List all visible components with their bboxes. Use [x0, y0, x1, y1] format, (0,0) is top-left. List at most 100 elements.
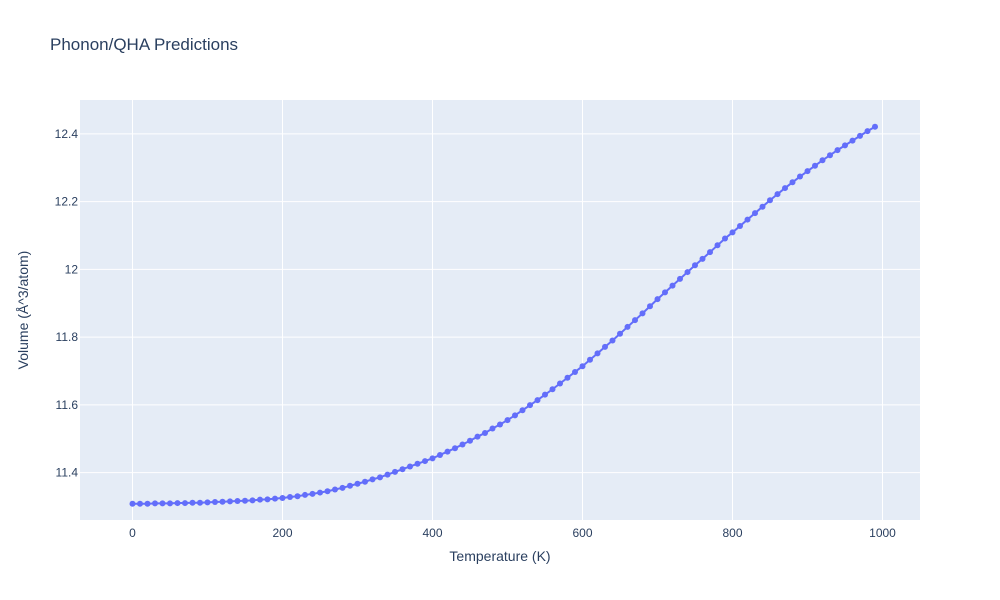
data-point[interactable] [429, 455, 436, 462]
data-point[interactable] [827, 152, 833, 159]
data-point[interactable] [324, 488, 331, 495]
data-point[interactable] [354, 480, 361, 487]
data-point[interactable] [189, 499, 196, 506]
data-point[interactable] [782, 185, 788, 192]
data-point[interactable] [684, 269, 691, 276]
data-point[interactable] [219, 498, 226, 505]
data-point[interactable] [474, 433, 481, 440]
data-point[interactable] [789, 179, 796, 186]
data-point[interactable] [639, 310, 646, 317]
data-point[interactable] [654, 296, 661, 303]
data-point[interactable] [849, 137, 856, 144]
data-point[interactable] [624, 323, 631, 330]
data-point[interactable] [137, 500, 143, 507]
data-point[interactable] [264, 496, 271, 503]
data-point[interactable] [842, 142, 848, 149]
data-point[interactable] [714, 242, 721, 249]
data-point[interactable] [182, 500, 188, 507]
data-point[interactable] [317, 489, 323, 496]
data-point[interactable] [399, 466, 406, 473]
data-point[interactable] [249, 497, 256, 504]
data-point[interactable] [759, 203, 766, 210]
data-point[interactable] [369, 476, 376, 483]
data-point[interactable] [467, 437, 473, 444]
data-point[interactable] [159, 500, 166, 507]
data-point[interactable] [527, 402, 533, 409]
data-point[interactable] [377, 474, 383, 481]
data-point[interactable] [459, 441, 466, 448]
data-point[interactable] [677, 275, 683, 282]
data-point[interactable] [744, 216, 751, 223]
data-point[interactable] [504, 417, 511, 424]
data-point[interactable] [804, 168, 811, 175]
data-point[interactable] [519, 407, 526, 414]
data-point[interactable] [692, 262, 698, 269]
data-point[interactable] [587, 356, 593, 363]
data-point[interactable] [767, 197, 773, 204]
data-point[interactable] [489, 425, 496, 432]
data-point[interactable] [362, 478, 368, 485]
data-point[interactable] [497, 421, 503, 428]
data-point[interactable] [534, 397, 541, 404]
data-point[interactable] [407, 463, 413, 470]
data-point[interactable] [414, 460, 421, 467]
data-point[interactable] [864, 128, 871, 135]
data-point[interactable] [129, 500, 136, 507]
data-point[interactable] [197, 499, 203, 506]
data-point[interactable] [579, 363, 586, 370]
data-point[interactable] [669, 282, 676, 289]
data-point[interactable] [287, 493, 293, 500]
data-point[interactable] [167, 500, 173, 507]
data-point[interactable] [234, 498, 241, 505]
data-point[interactable] [302, 491, 308, 498]
data-point[interactable] [812, 162, 818, 169]
data-point[interactable] [279, 494, 286, 501]
data-point[interactable] [384, 471, 391, 478]
data-point[interactable] [392, 468, 398, 475]
data-point[interactable] [872, 123, 878, 130]
data-point[interactable] [332, 486, 338, 493]
data-point[interactable] [482, 429, 488, 436]
data-point[interactable] [737, 223, 743, 229]
data-point[interactable] [152, 500, 158, 507]
data-point[interactable] [797, 173, 803, 180]
data-point[interactable] [294, 493, 301, 500]
data-point[interactable] [572, 368, 578, 375]
data-point[interactable] [662, 289, 668, 296]
data-point[interactable] [542, 391, 548, 398]
data-point[interactable] [272, 495, 278, 502]
data-point[interactable] [729, 229, 736, 236]
data-point[interactable] [257, 496, 263, 503]
data-point[interactable] [707, 249, 713, 256]
data-point[interactable] [204, 499, 211, 506]
data-point[interactable] [347, 482, 353, 489]
data-point[interactable] [212, 499, 218, 506]
data-point[interactable] [602, 343, 608, 350]
data-point[interactable] [594, 350, 601, 357]
data-point[interactable] [557, 380, 563, 387]
data-point[interactable] [437, 451, 443, 458]
data-point[interactable] [444, 448, 451, 455]
data-point[interactable] [819, 157, 826, 164]
data-point[interactable] [617, 330, 623, 337]
data-point[interactable] [452, 445, 458, 452]
data-point[interactable] [174, 500, 181, 507]
data-point[interactable] [647, 303, 653, 310]
data-point[interactable] [632, 317, 638, 324]
data-point[interactable] [512, 412, 518, 419]
data-point[interactable] [774, 191, 781, 198]
data-point[interactable] [609, 337, 616, 344]
data-point[interactable] [227, 498, 233, 505]
data-point[interactable] [564, 374, 571, 381]
data-point[interactable] [699, 255, 706, 262]
data-point[interactable] [339, 484, 346, 491]
data-point[interactable] [144, 500, 151, 507]
data-point[interactable] [242, 497, 248, 504]
data-point[interactable] [752, 210, 758, 217]
data-point[interactable] [857, 132, 863, 139]
data-point[interactable] [834, 147, 841, 154]
data-point[interactable] [309, 490, 316, 497]
data-point[interactable] [422, 458, 428, 465]
data-point[interactable] [549, 386, 556, 393]
data-point[interactable] [722, 235, 728, 242]
